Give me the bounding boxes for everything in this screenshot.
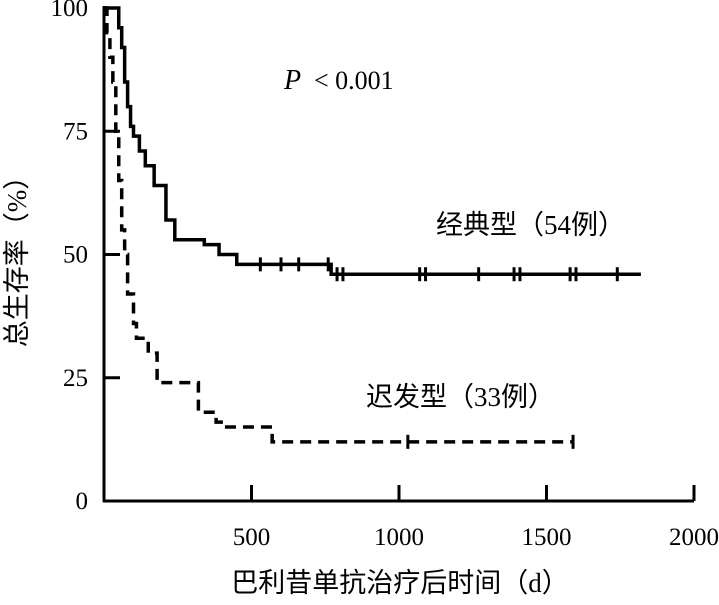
series-line-delayed — [104, 6, 574, 444]
series-layer — [104, 6, 641, 449]
x-tick-label: 1000 — [374, 524, 424, 551]
y-tick-label: 0 — [76, 488, 89, 515]
x-axis-title: 巴利昔单抗治疗后时间（d） — [231, 568, 569, 598]
y-tick-label: 100 — [51, 0, 89, 22]
series-classic — [104, 6, 641, 282]
x-tick-label: 500 — [233, 524, 271, 551]
y-tick-label: 25 — [63, 365, 88, 392]
series-label-classic: 经典型（54例） — [436, 210, 625, 240]
series-delayed — [104, 6, 575, 449]
x-tick-label: 1500 — [522, 524, 572, 551]
y-axis-title: 总生存率（%） — [2, 163, 32, 348]
p-value-symbol: P — [283, 65, 301, 96]
y-ticks: 0 25 50 75 100 — [51, 0, 120, 515]
p-value-text: < 0.001 — [314, 66, 394, 95]
y-tick-label: 50 — [63, 242, 88, 269]
series-label-delayed: 迟发型（33例） — [366, 382, 555, 412]
axes — [102, 6, 694, 503]
y-tick-label: 75 — [63, 118, 88, 145]
x-ticks: 500 1000 1500 2000 — [233, 485, 719, 551]
x-tick-label: 2000 — [669, 524, 719, 551]
series-line-classic — [104, 6, 641, 276]
